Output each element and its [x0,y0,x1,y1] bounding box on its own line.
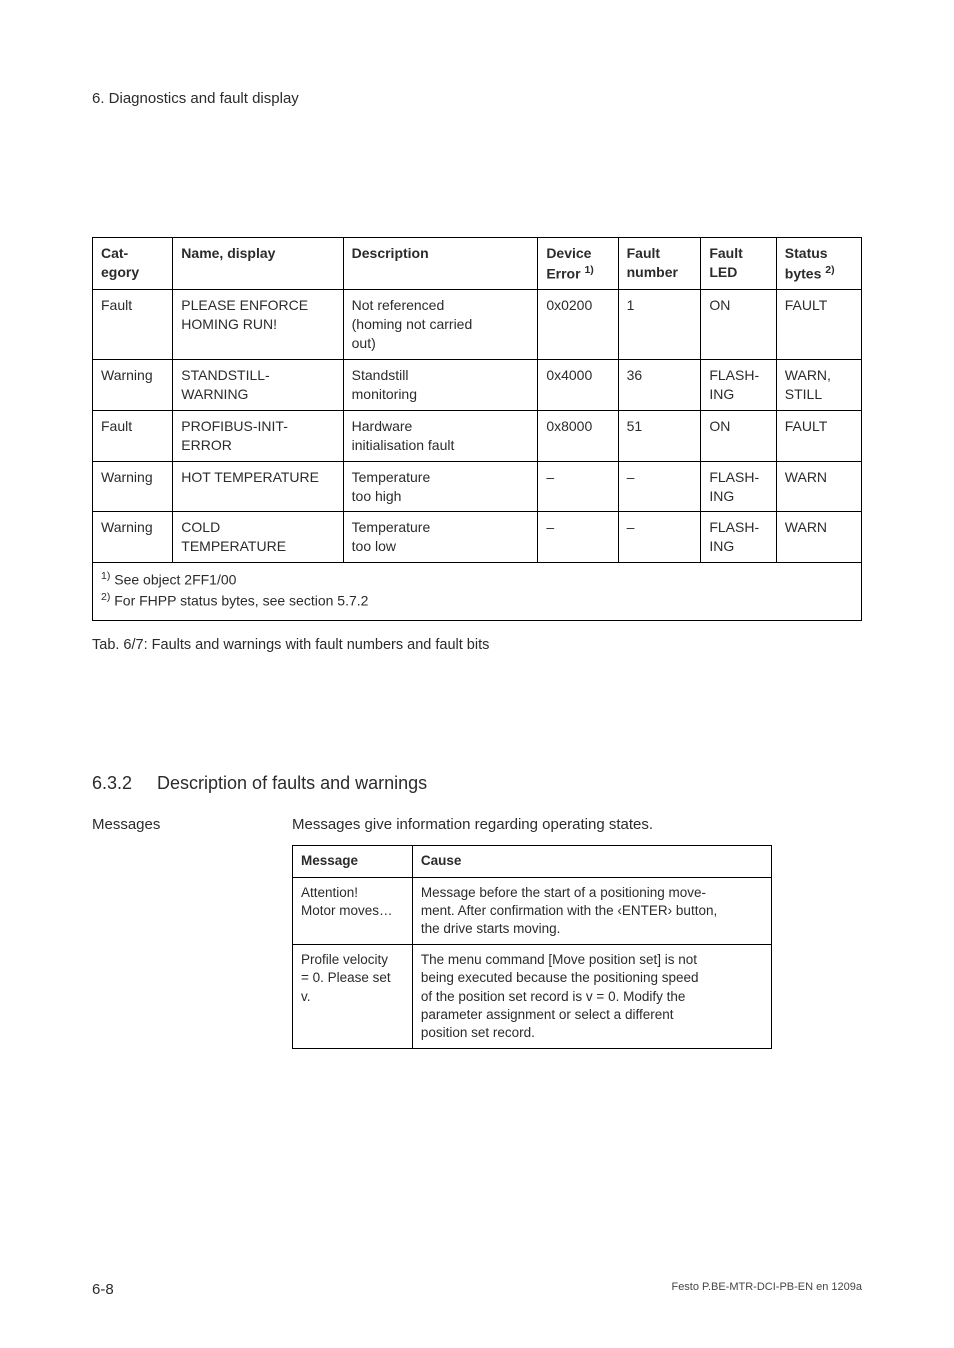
column-header-name: Name, display [173,238,343,290]
page: 6. Diagnostics and fault display Cat‐ego… [0,0,954,1348]
table-cell: 1 [618,290,701,360]
table-cell: Temperaturetoo high [343,461,538,512]
table-cell: Hardwareinitialisation fault [343,410,538,461]
column-header-category: Cat‐egory [93,238,173,290]
table-row: FaultPROFIBUS-INIT-ERRORHardwareinitiali… [93,410,862,461]
column-header-description: Description [343,238,538,290]
table-cell: 36 [618,360,701,411]
table-cell: 0x8000 [538,410,618,461]
table-row: WarningCOLDTEMPERATURETemperaturetoo low… [93,512,862,563]
table-cell: ON [701,410,776,461]
table-cell: WARN [776,512,861,563]
table-cell: HOT TEMPERATURE [173,461,343,512]
table-footnote-cell: 1) See object 2FF1/002) For FHPP status … [93,563,862,621]
messages-table: MessageCause Attention!Motor moves…Messa… [292,845,772,1049]
table-cell: – [538,461,618,512]
table-cell: – [618,512,701,563]
table-cell: Standstillmonitoring [343,360,538,411]
section-heading: 6.3.2 Description of faults and warnings [92,773,862,794]
table-cell: FLASH‐ING [701,461,776,512]
table-cell: Temperaturetoo low [343,512,538,563]
table-row: FaultPLEASE ENFORCEHOMING RUN!Not refere… [93,290,862,360]
table-cell: FAULT [776,290,861,360]
document-id: Festo P.BE-MTR-DCI-PB-EN en 1209a [671,1281,862,1298]
table-header-row: Cat‐egoryName, displayDescriptionDeviceE… [93,238,862,290]
table-cell: Attention!Motor moves… [293,877,413,945]
table-cell: WARN [776,461,861,512]
table-row: Profile velocity= 0. Please setv.The men… [293,945,772,1049]
table-cell: 0x4000 [538,360,618,411]
table-row: WarningHOT TEMPERATURETemperaturetoo hig… [93,461,862,512]
table-caption: Tab. 6/7: Faults and warnings with fault… [92,637,862,653]
table-cell: FLASH‐ING [701,360,776,411]
table-cell: The menu command [Move position set] is … [412,945,771,1049]
page-number: 6-8 [92,1281,114,1298]
paragraph-row: Messages Messages give information regar… [92,816,862,833]
table-cell: Warning [93,512,173,563]
page-footer: 6-8 Festo P.BE-MTR-DCI-PB-EN en 1209a [92,1281,862,1298]
table-cell: Message before the start of a positionin… [412,877,771,945]
table-cell: PROFIBUS-INIT-ERROR [173,410,343,461]
column-header-fault_led: FaultLED [701,238,776,290]
table-cell: Not referenced(homing not carriedout) [343,290,538,360]
column-header-fault_number: Faultnumber [618,238,701,290]
table-cell: STANDSTILL-WARNING [173,360,343,411]
chapter-heading: 6. Diagnostics and fault display [92,90,862,107]
section-title: Description of faults and warnings [157,773,427,793]
table-cell: FAULT [776,410,861,461]
faults-table: Cat‐egoryName, displayDescriptionDeviceE… [92,237,862,621]
table-header-row: MessageCause [293,846,772,877]
table-cell: Warning [93,360,173,411]
table-cell: WARN,STILL [776,360,861,411]
paragraph-text: Messages give information regarding oper… [292,816,862,833]
messages-table-wrap: MessageCause Attention!Motor moves…Messa… [292,845,862,1049]
table-cell: FLASH‐ING [701,512,776,563]
table-cell: Profile velocity= 0. Please setv. [293,945,413,1049]
table-row: Attention!Motor moves…Message before the… [293,877,772,945]
table-cell: 51 [618,410,701,461]
table-cell: COLDTEMPERATURE [173,512,343,563]
table-cell: 0x0200 [538,290,618,360]
table-cell: ON [701,290,776,360]
table-footnote-row: 1) See object 2FF1/002) For FHPP status … [93,563,862,621]
section-number: 6.3.2 [92,773,152,794]
column-header-cause: Cause [412,846,771,877]
column-header-status_bytes: Statusbytes 2) [776,238,861,290]
table-cell: Fault [93,410,173,461]
column-header-device_error: DeviceError 1) [538,238,618,290]
table-row: WarningSTANDSTILL-WARNINGStandstillmonit… [93,360,862,411]
paragraph-label: Messages [92,816,292,833]
table-cell: – [538,512,618,563]
table-cell: PLEASE ENFORCEHOMING RUN! [173,290,343,360]
table-cell: Fault [93,290,173,360]
table-cell: Warning [93,461,173,512]
table-cell: – [618,461,701,512]
column-header-message: Message [293,846,413,877]
